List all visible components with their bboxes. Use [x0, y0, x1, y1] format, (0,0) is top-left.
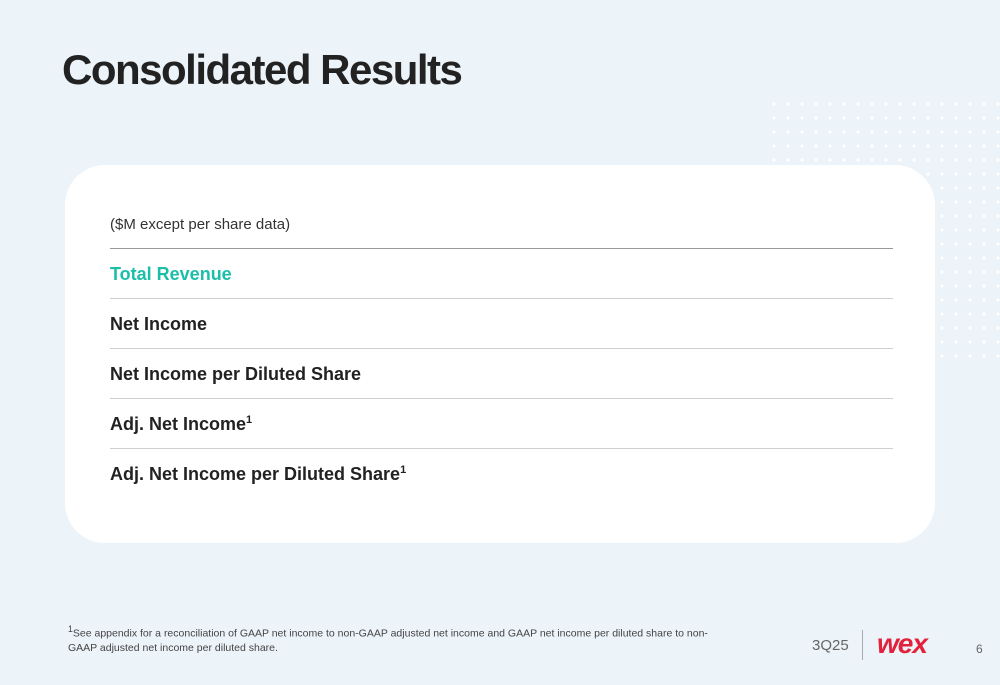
row-separator: [110, 348, 893, 349]
footnote: 1See appendix for a reconciliation of GA…: [68, 622, 728, 655]
footnote-mark: 1: [246, 414, 253, 426]
row-separator: [110, 398, 893, 399]
table-card: [65, 165, 935, 543]
column-header: ($M except per share data): [110, 216, 291, 233]
row-separator: [110, 248, 893, 249]
footnote-text: See appendix for a reconciliation of GAA…: [68, 627, 708, 654]
row-label-text: Adj. Net Income: [110, 414, 247, 434]
row-label: Net Income: [110, 314, 207, 335]
row-separator: [110, 448, 893, 449]
divider: [862, 630, 863, 660]
row-label: Total Revenue: [110, 264, 232, 285]
row-label: Adj. Net Income1: [110, 414, 252, 435]
row-label-text: Net Income: [110, 314, 208, 334]
period: 3Q25: [812, 637, 849, 654]
row-label-text: Adj. Net Income per Diluted Share: [110, 464, 401, 484]
row-separator: [110, 298, 893, 299]
row-label-text: Net Income per Diluted Share: [110, 364, 362, 384]
footnote-mark: 1: [68, 624, 73, 634]
page-number: 6: [976, 642, 983, 656]
title: Consolidated Results: [62, 46, 463, 93]
row-label: Net Income per Diluted Share: [110, 364, 361, 385]
logo: wex: [877, 628, 928, 659]
footnote-mark: 1: [400, 464, 407, 476]
row-label: Adj. Net Income per Diluted Share1: [110, 464, 406, 485]
row-label-text: Total Revenue: [110, 264, 232, 284]
